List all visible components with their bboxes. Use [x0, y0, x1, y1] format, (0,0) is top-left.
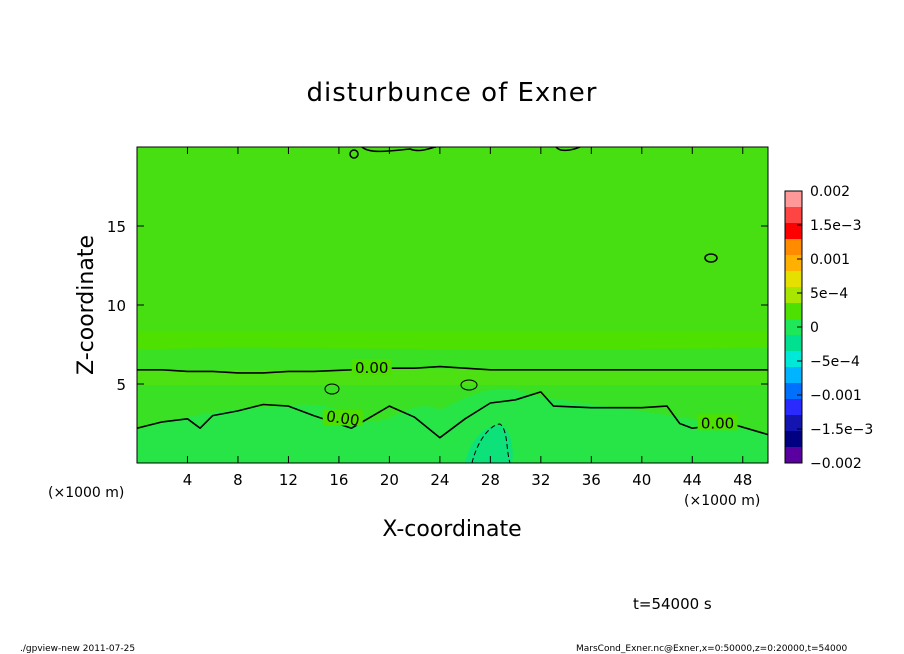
plot-area: 0.00 0.00 0.00 — [137, 147, 768, 463]
contour-labels: 0.00 0.00 0.00 — [322, 358, 738, 432]
colorbar-swatch — [785, 415, 802, 432]
field-upper-band — [137, 147, 768, 332]
colorbar-swatch — [785, 447, 802, 464]
footer-right: MarsCond_Exner.nc@Exner,x=0:50000,z=0:20… — [576, 644, 847, 654]
contour-group — [137, 365, 768, 439]
contour-closed-right — [704, 253, 718, 263]
colorbar-swatch — [785, 255, 802, 272]
x-tick-label: 4 — [183, 471, 193, 489]
contour-top-edge-right — [555, 147, 581, 152]
x-tick-label: 40 — [632, 471, 651, 489]
contour-label-bg — [322, 409, 363, 426]
colorbar-label: 5e−4 — [810, 286, 848, 302]
x-tick-label: 44 — [683, 471, 702, 489]
y-tick-label: 10 — [107, 297, 126, 315]
y-tick-label: 5 — [116, 376, 126, 394]
contour-closed-mid-right — [460, 379, 478, 391]
colorbar-label: −5e−4 — [810, 354, 860, 370]
time-label: t=54000 s — [633, 595, 712, 613]
contour-top-edge — [361, 147, 437, 153]
colorbar-label: 1.5e−3 — [810, 218, 862, 234]
contour-label-bg — [351, 358, 392, 375]
x-tick-label: 32 — [531, 471, 550, 489]
x-tick-label: 8 — [233, 471, 243, 489]
y-tick-label: 15 — [107, 218, 126, 236]
contour-closed-upper-left — [349, 149, 359, 159]
colorbar-swatch — [785, 239, 802, 256]
contour-dashed-negative — [471, 423, 511, 463]
x-tick-label: 48 — [733, 471, 752, 489]
colorbar-swatch — [785, 351, 802, 368]
colorbar-swatch — [785, 287, 802, 304]
contour-line-1 — [137, 365, 768, 374]
contour-label: 0.00 — [701, 414, 734, 432]
x-unit-right: (×1000 m) — [684, 493, 760, 509]
colorbar-label: −0.002 — [810, 456, 862, 472]
x-axis: 4 8 12 16 20 24 28 32 36 40 44 48 — [183, 147, 752, 489]
colorbar-swatch — [785, 367, 802, 384]
colorbar-swatch — [785, 383, 802, 400]
colorbar-swatch — [785, 431, 802, 448]
chart-title: disturbunce of Exner — [307, 78, 598, 108]
colorbar-swatch — [785, 271, 802, 288]
contour-label-bg — [697, 414, 738, 431]
colorbar-swatch — [785, 399, 802, 416]
contour-label: 0.00 — [325, 407, 361, 429]
x-tick-label: 16 — [329, 471, 348, 489]
colorbar-labels: 0.002 1.5e−3 0.001 5e−4 0 −5e−4 −0.001 −1.5e−3 −… — [797, 184, 873, 472]
contour-label: 0.00 — [355, 359, 388, 377]
field-negative-pocket — [465, 425, 513, 463]
contour-closed-mid-left — [324, 383, 340, 395]
y-axis: 5 10 15 — [107, 218, 768, 394]
colorbar-label: −1.5e−3 — [810, 422, 873, 438]
footer-left: ./gpview-new 2011-07-25 — [20, 644, 135, 654]
colorbar-swatch — [785, 335, 802, 352]
x-tick-label: 36 — [582, 471, 601, 489]
y-axis-label: Z-coordinate — [74, 235, 99, 375]
x-unit-left: (×1000 m) — [48, 485, 124, 501]
x-tick-label: 24 — [430, 471, 449, 489]
x-tick-label: 28 — [481, 471, 500, 489]
x-tick-label: 12 — [279, 471, 298, 489]
contour-line-2 — [137, 391, 768, 439]
field-positive-band — [137, 368, 768, 385]
colorbar-label: −0.001 — [810, 388, 862, 404]
colorbar-label: 0.002 — [810, 184, 850, 200]
x-axis-label: X-coordinate — [382, 517, 521, 542]
colorbar-swatch — [785, 191, 802, 208]
x-tick-label: 20 — [380, 471, 399, 489]
colorbar-label: 0 — [810, 320, 819, 336]
colorbar-swatch — [785, 207, 802, 224]
colorbar-label: 0.001 — [810, 252, 850, 268]
colorbar-swatch — [785, 319, 802, 336]
colorbar-swatch — [785, 303, 802, 320]
colorbar-swatch — [785, 223, 802, 240]
